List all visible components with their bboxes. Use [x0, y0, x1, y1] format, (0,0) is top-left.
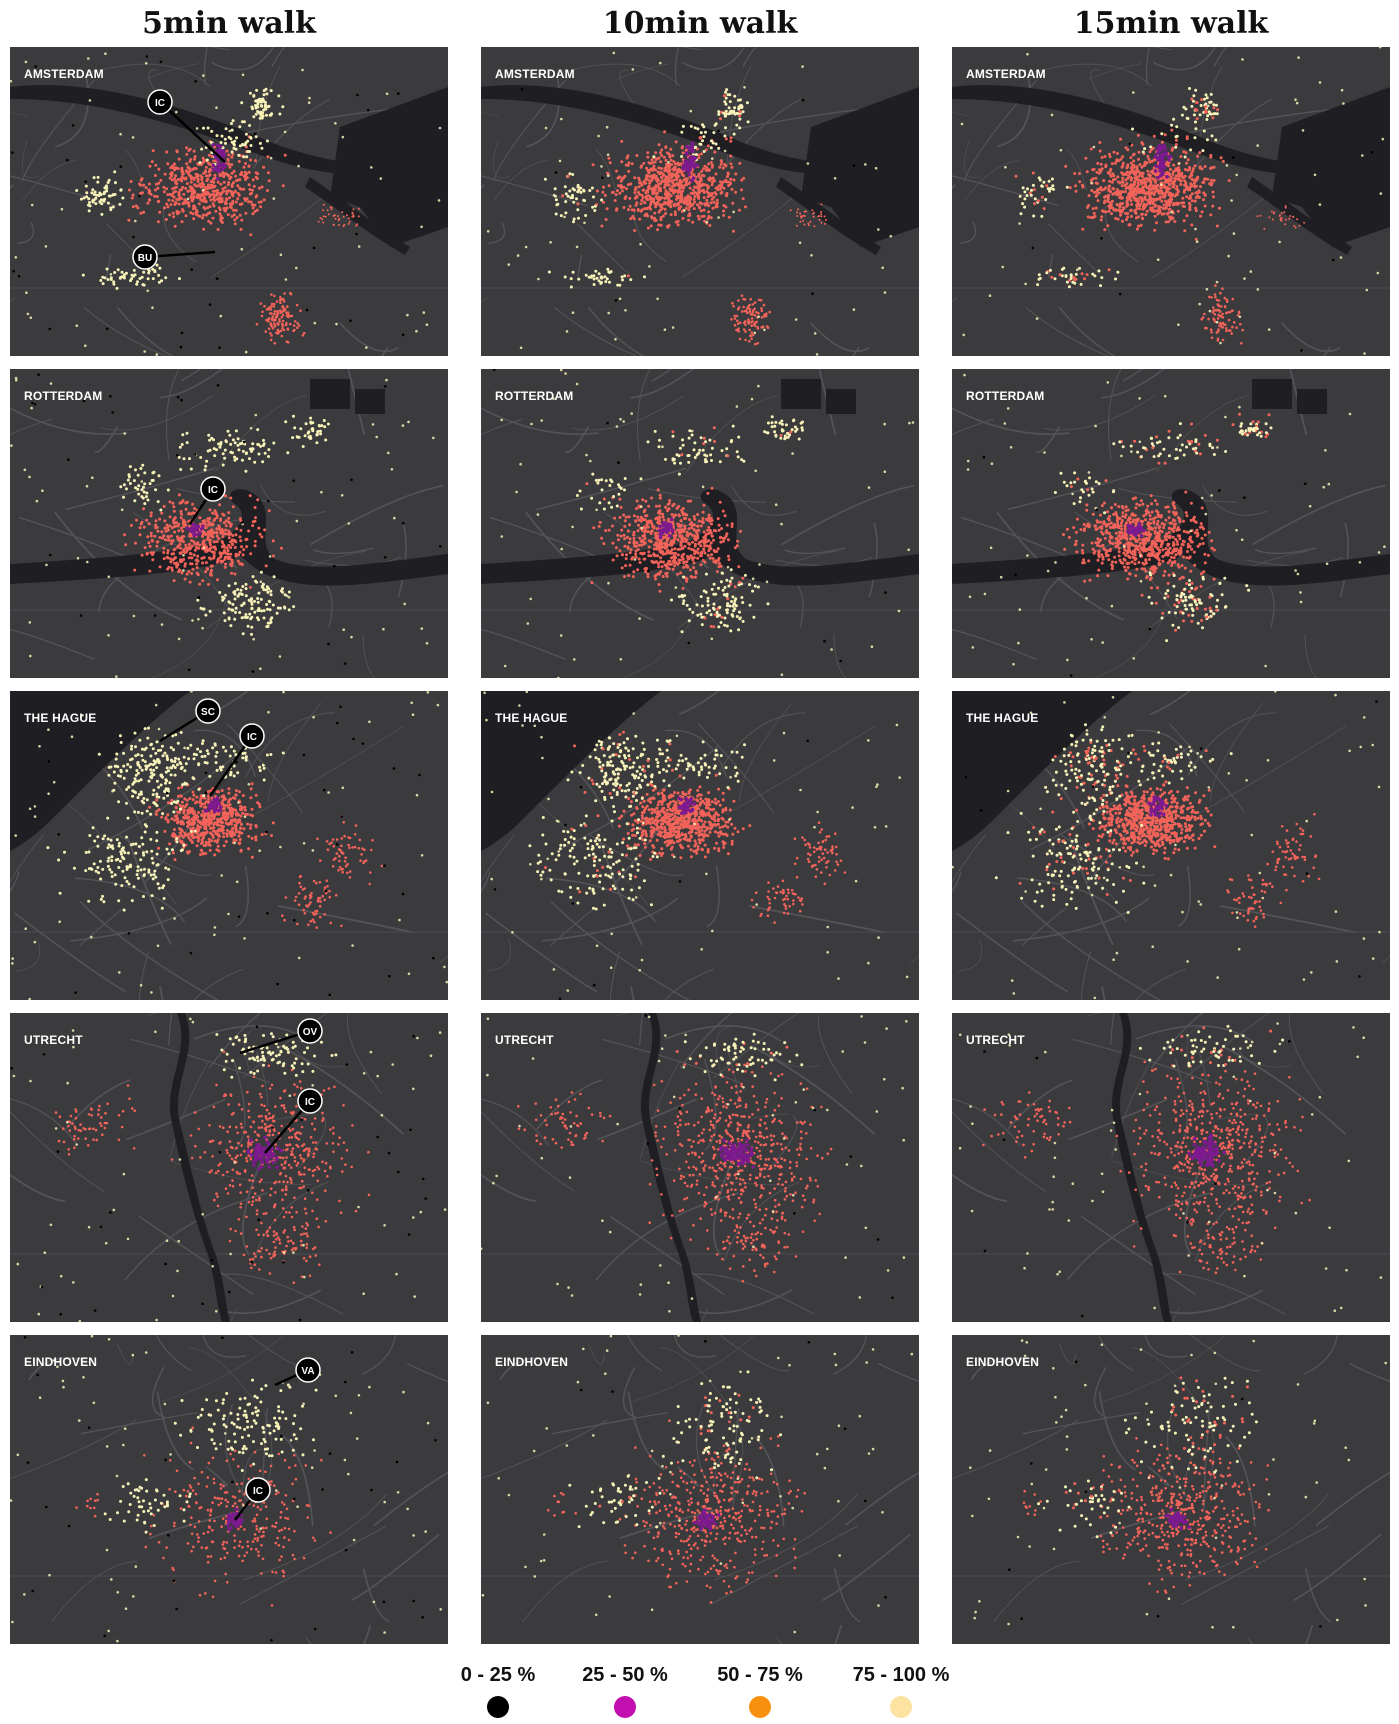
city-label: ROTTERDAM: [24, 389, 103, 403]
city-label: EINDHOVEN: [966, 1355, 1040, 1369]
station-callout-label: IC: [155, 98, 165, 109]
station-callout-label: IC: [247, 732, 257, 743]
station-callout-label: IC: [305, 1097, 315, 1108]
map-panel-utrecht-5min: OV IC UTRECHT: [10, 1013, 448, 1322]
map-panel-amsterdam-10min: AMSTERDAM: [481, 47, 919, 356]
map-canvas: [481, 1335, 919, 1644]
city-label: THE HAGUE: [24, 711, 97, 725]
map-canvas: [952, 1335, 1390, 1644]
map-panel-the-hague-10min: THE HAGUE: [481, 691, 919, 1000]
map-panel-the-hague-15min: THE HAGUE: [952, 691, 1390, 1000]
station-callout: IC: [239, 723, 265, 749]
map-canvas: [481, 1013, 919, 1322]
map-canvas: [952, 369, 1390, 678]
map-canvas: IC: [10, 369, 448, 678]
station-callout: IC: [200, 476, 226, 502]
legend-dot-orange: [749, 1696, 771, 1718]
city-label: THE HAGUE: [966, 711, 1039, 725]
map-canvas: [481, 47, 919, 356]
station-callout: OV: [297, 1018, 323, 1044]
city-label: ROTTERDAM: [495, 389, 574, 403]
city-label: EINDHOVEN: [24, 1355, 98, 1369]
station-callout-label: OV: [303, 1027, 318, 1038]
map-panel-utrecht-10min: UTRECHT: [481, 1013, 919, 1322]
station-callout: SC: [195, 698, 221, 724]
city-label: AMSTERDAM: [495, 67, 575, 81]
station-callout: BU: [132, 244, 158, 270]
map-panel-eindhoven-5min: VA IC EINDHOVEN: [10, 1335, 448, 1644]
map-canvas: IC BU: [10, 47, 448, 356]
city-label: THE HAGUE: [495, 711, 568, 725]
station-callout-label: BU: [138, 253, 152, 264]
legend-label: 75 - 100 %: [852, 1664, 950, 1686]
map-panel-rotterdam-5min: IC ROTTERDAM: [10, 369, 448, 678]
map-panel-amsterdam-15min: AMSTERDAM: [952, 47, 1390, 356]
column-header-10min: 10min walk: [602, 6, 798, 41]
legend-item-25-50: 25 - 50 %: [555, 1664, 695, 1718]
map-panel-rotterdam-10min: ROTTERDAM: [481, 369, 919, 678]
map-canvas: [481, 369, 919, 678]
legend-dot-black: [487, 1696, 509, 1718]
map-canvas: OV IC: [10, 1013, 448, 1322]
column-header-5min: 5min walk: [142, 6, 316, 41]
column-header-15min: 15min walk: [1073, 6, 1269, 41]
city-label: AMSTERDAM: [966, 67, 1046, 81]
map-panel-utrecht-15min: UTRECHT: [952, 1013, 1390, 1322]
station-callout-label: IC: [253, 1486, 263, 1497]
legend-dot-cream: [890, 1696, 912, 1718]
station-callout: IC: [147, 89, 173, 115]
legend-label: 25 - 50 %: [582, 1664, 668, 1686]
map-panel-rotterdam-15min: ROTTERDAM: [952, 369, 1390, 678]
station-callout: IC: [245, 1477, 271, 1503]
map-canvas: SC IC: [10, 691, 448, 1000]
station-callout-label: VA: [301, 1366, 314, 1377]
city-label: AMSTERDAM: [24, 67, 104, 81]
station-callout: IC: [297, 1088, 323, 1114]
map-panel-amsterdam-5min: IC BU AMSTERDAM: [10, 47, 448, 356]
map-canvas: [481, 691, 919, 1000]
city-label: UTRECHT: [495, 1033, 554, 1047]
map-canvas: [952, 1013, 1390, 1322]
legend-label: 50 - 75 %: [717, 1664, 803, 1686]
legend-item-50-75: 50 - 75 %: [690, 1664, 830, 1718]
city-label: EINDHOVEN: [495, 1355, 569, 1369]
city-label: ROTTERDAM: [966, 389, 1045, 403]
map-panel-eindhoven-10min: EINDHOVEN: [481, 1335, 919, 1644]
station-callout-label: IC: [208, 485, 218, 496]
legend: 0 - 25 % 25 - 50 % 50 - 75 % 75 - 100 %: [0, 1664, 1399, 1724]
legend-item-75-100: 75 - 100 %: [831, 1664, 971, 1718]
map-canvas: [952, 47, 1390, 356]
station-callout-label: SC: [201, 707, 215, 718]
legend-dot-magenta: [614, 1696, 636, 1718]
map-canvas: [952, 691, 1390, 1000]
city-label: UTRECHT: [24, 1033, 83, 1047]
map-canvas: VA IC: [10, 1335, 448, 1644]
legend-item-0-25: 0 - 25 %: [428, 1664, 568, 1718]
city-label: UTRECHT: [966, 1033, 1025, 1047]
station-callout: VA: [295, 1357, 321, 1383]
legend-label: 0 - 25 %: [460, 1664, 536, 1686]
map-panel-eindhoven-15min: EINDHOVEN: [952, 1335, 1390, 1644]
map-panel-the-hague-5min: SC IC THE HAGUE: [10, 691, 448, 1000]
